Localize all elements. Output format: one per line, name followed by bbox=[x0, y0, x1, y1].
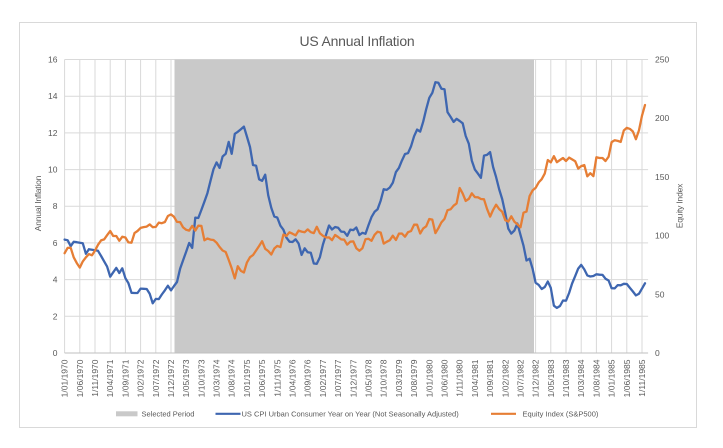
svg-text:Equity Index (S&P500): Equity Index (S&P500) bbox=[523, 410, 599, 419]
svg-text:1/07/1977: 1/07/1977 bbox=[333, 359, 343, 397]
svg-text:1/10/1978: 1/10/1978 bbox=[379, 359, 389, 397]
svg-text:1/01/1980: 1/01/1980 bbox=[424, 359, 434, 397]
svg-text:0: 0 bbox=[655, 348, 660, 358]
svg-text:US Annual Inflation: US Annual Inflation bbox=[300, 33, 415, 49]
svg-text:Selected Period: Selected Period bbox=[142, 410, 195, 419]
svg-text:1/09/1981: 1/09/1981 bbox=[485, 359, 495, 397]
svg-text:1/06/1975: 1/06/1975 bbox=[257, 359, 267, 397]
svg-text:1/01/1985: 1/01/1985 bbox=[607, 359, 617, 397]
svg-text:1/04/1971: 1/04/1971 bbox=[105, 359, 115, 397]
svg-text:1/03/1984: 1/03/1984 bbox=[576, 359, 586, 397]
svg-text:1/11/1980: 1/11/1980 bbox=[455, 359, 465, 396]
svg-text:1/10/1983: 1/10/1983 bbox=[561, 359, 571, 397]
svg-text:2: 2 bbox=[53, 311, 58, 321]
svg-text:Annual Inflation: Annual Inflation bbox=[33, 175, 43, 231]
svg-text:1/04/1981: 1/04/1981 bbox=[470, 359, 480, 397]
svg-text:1/09/1971: 1/09/1971 bbox=[120, 359, 130, 397]
svg-text:1/01/1970: 1/01/1970 bbox=[60, 359, 70, 397]
svg-text:Equity Index: Equity Index bbox=[675, 183, 685, 228]
svg-text:1/03/1974: 1/03/1974 bbox=[212, 359, 222, 397]
svg-text:1/01/1975: 1/01/1975 bbox=[242, 359, 252, 397]
svg-text:1/06/1980: 1/06/1980 bbox=[440, 359, 450, 397]
svg-text:1/08/1974: 1/08/1974 bbox=[227, 359, 237, 397]
svg-text:1/11/1985: 1/11/1985 bbox=[637, 359, 647, 396]
svg-text:US CPI Urban Consumer Year on: US CPI Urban Consumer Year on Year (Not … bbox=[242, 410, 460, 419]
svg-text:150: 150 bbox=[655, 172, 669, 182]
svg-text:12: 12 bbox=[48, 128, 58, 138]
svg-text:1/06/1970: 1/06/1970 bbox=[75, 359, 85, 397]
svg-text:1/11/1975: 1/11/1975 bbox=[272, 359, 282, 396]
svg-text:1/12/1972: 1/12/1972 bbox=[166, 359, 176, 397]
svg-text:1/08/1979: 1/08/1979 bbox=[409, 359, 419, 397]
svg-text:8: 8 bbox=[53, 201, 58, 211]
svg-text:1/10/1973: 1/10/1973 bbox=[196, 359, 206, 397]
svg-text:1/12/1977: 1/12/1977 bbox=[348, 359, 358, 397]
svg-text:1/12/1982: 1/12/1982 bbox=[531, 359, 541, 397]
svg-text:10: 10 bbox=[48, 165, 58, 175]
svg-text:1/05/1978: 1/05/1978 bbox=[364, 359, 374, 397]
svg-text:1/02/1982: 1/02/1982 bbox=[500, 359, 510, 397]
svg-text:1/04/1976: 1/04/1976 bbox=[288, 359, 298, 397]
svg-text:1/09/1976: 1/09/1976 bbox=[303, 359, 313, 397]
svg-text:14: 14 bbox=[48, 91, 58, 101]
svg-text:1/06/1985: 1/06/1985 bbox=[622, 359, 632, 397]
svg-text:1/03/1979: 1/03/1979 bbox=[394, 359, 404, 397]
svg-text:1/08/1984: 1/08/1984 bbox=[591, 359, 601, 397]
svg-text:250: 250 bbox=[655, 55, 669, 65]
svg-text:1/11/1970: 1/11/1970 bbox=[90, 359, 100, 396]
svg-text:0: 0 bbox=[53, 348, 58, 358]
svg-text:200: 200 bbox=[655, 113, 669, 123]
svg-text:4: 4 bbox=[53, 275, 58, 285]
svg-text:1/07/1972: 1/07/1972 bbox=[151, 359, 161, 397]
svg-text:1/05/1983: 1/05/1983 bbox=[546, 359, 556, 397]
svg-text:1/02/1972: 1/02/1972 bbox=[136, 359, 146, 397]
svg-text:16: 16 bbox=[48, 55, 58, 65]
svg-text:1/02/1977: 1/02/1977 bbox=[318, 359, 328, 397]
svg-text:1/05/1973: 1/05/1973 bbox=[181, 359, 191, 397]
svg-text:6: 6 bbox=[53, 238, 58, 248]
svg-text:50: 50 bbox=[655, 289, 665, 299]
svg-text:100: 100 bbox=[655, 231, 669, 241]
svg-text:1/07/1982: 1/07/1982 bbox=[516, 359, 526, 397]
